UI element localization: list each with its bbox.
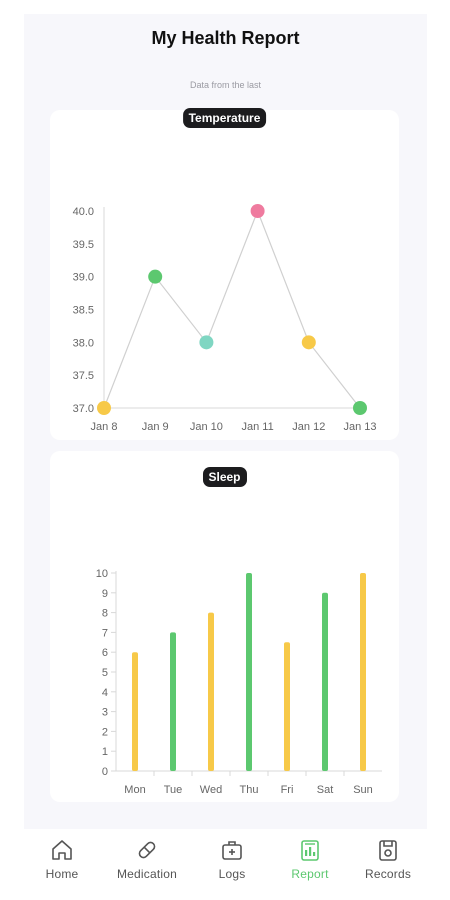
temp-y-tick-label: 39.0 bbox=[73, 272, 94, 284]
temp-y-tick-label: 40.0 bbox=[73, 206, 94, 218]
sleep-x-tick-label: Fri bbox=[281, 784, 294, 796]
temp-y-tick-label: 38.5 bbox=[73, 305, 94, 317]
tab-report-label: Report bbox=[291, 867, 329, 881]
report-icon bbox=[301, 840, 319, 861]
sleep-bar bbox=[132, 652, 138, 771]
sleep-y-tick-label: 4 bbox=[102, 687, 108, 699]
temp-x-tick-label: Jan 12 bbox=[292, 421, 325, 433]
sleep-bar bbox=[322, 592, 328, 771]
temp-y-tick-label: 37.0 bbox=[73, 403, 94, 415]
temp-data-point bbox=[250, 204, 265, 218]
temp-x-tick-label: Jan 9 bbox=[142, 421, 169, 433]
temperature-label: Temperature bbox=[182, 108, 267, 128]
sleep-bar bbox=[246, 573, 252, 771]
temp-x-tick-label: Jan 13 bbox=[343, 421, 376, 433]
tab-report[interactable]: Report bbox=[270, 837, 350, 881]
temp-series-line bbox=[103, 209, 361, 409]
temp-y-tick-label: 38.0 bbox=[73, 337, 94, 349]
bottom-tab-bar: Home Medication Logs bbox=[24, 829, 427, 900]
page-title: My Health Report bbox=[151, 28, 300, 48]
sleep-x-tick-label: Sat bbox=[317, 784, 334, 796]
temp-data-point bbox=[97, 401, 111, 415]
sleep-y-tick-label: 10 bbox=[96, 568, 108, 580]
sleep-y-tick-label: 0 bbox=[102, 766, 108, 778]
sleep-x-tick-label: Thu bbox=[240, 784, 259, 796]
pill-icon bbox=[138, 841, 156, 859]
sleep-bar bbox=[284, 642, 290, 771]
sleep-y-tick-label: 3 bbox=[102, 707, 108, 719]
temp-y-tick-label: 37.5 bbox=[73, 370, 94, 382]
tab-home[interactable]: Home bbox=[22, 837, 102, 881]
sleep-x-tick-label: Wed bbox=[200, 784, 222, 796]
tab-logs[interactable]: Logs bbox=[192, 837, 272, 881]
temp-data-point bbox=[301, 335, 316, 350]
tab-home-label: Home bbox=[45, 867, 79, 881]
tab-records-label: Records bbox=[364, 867, 412, 881]
tab-records[interactable]: Records bbox=[348, 837, 428, 881]
temp-data-point bbox=[353, 401, 367, 415]
temperature-chart: 40.0 39.5 39.0 38.5 38.0 37.5 37.0 Jan 8 Jan 9 Ja… bbox=[73, 204, 377, 433]
sleep-y-tick-label: 9 bbox=[102, 588, 108, 600]
sleep-y-tick-label: 6 bbox=[102, 647, 108, 659]
page-subtitle: Data from the last bbox=[189, 80, 262, 90]
tab-logs-label: Logs bbox=[218, 867, 246, 881]
sleep-bar bbox=[208, 612, 214, 771]
temp-y-tick-label: 39.5 bbox=[73, 239, 94, 251]
app-screen: My Health Report Data from the last 40.0… bbox=[24, 14, 427, 900]
sleep-card: 10 9 8 7 6 5 4 3 2 1 0 Mon Tue Wed Thu Fri Sat Sun Sleep bbox=[50, 451, 399, 802]
sleep-bar bbox=[360, 573, 366, 771]
medical-kit-icon bbox=[222, 841, 242, 860]
sleep-y-tick-label: 5 bbox=[102, 667, 108, 679]
sleep-x-tick-label: Mon bbox=[124, 784, 145, 796]
temp-x-tick-label: Jan 11 bbox=[241, 421, 273, 433]
tab-medication[interactable]: Medication bbox=[107, 837, 187, 881]
sleep-x-tick-label: Sun bbox=[353, 784, 373, 796]
temp-x-tick-label: Jan 8 bbox=[91, 421, 118, 433]
sleep-y-tick-label: 8 bbox=[102, 608, 108, 620]
sleep-x-tick-label: Tue bbox=[164, 784, 183, 796]
sleep-y-tick-label: 2 bbox=[102, 726, 108, 738]
temp-data-point bbox=[148, 269, 163, 284]
records-icon bbox=[379, 840, 397, 861]
sleep-label: Sleep bbox=[202, 467, 247, 487]
sleep-y-tick-label: 7 bbox=[102, 627, 108, 639]
tab-medication-label: Medication bbox=[116, 867, 178, 881]
temp-x-tick-label: Jan 10 bbox=[190, 421, 223, 433]
home-icon bbox=[52, 840, 72, 860]
sleep-y-tick-label: 1 bbox=[102, 746, 108, 758]
temperature-card: 40.0 39.5 39.0 38.5 38.0 37.5 37.0 Jan 8 Jan 9 Ja… bbox=[50, 108, 399, 440]
temp-data-point bbox=[199, 335, 214, 350]
sleep-bar bbox=[170, 632, 176, 771]
